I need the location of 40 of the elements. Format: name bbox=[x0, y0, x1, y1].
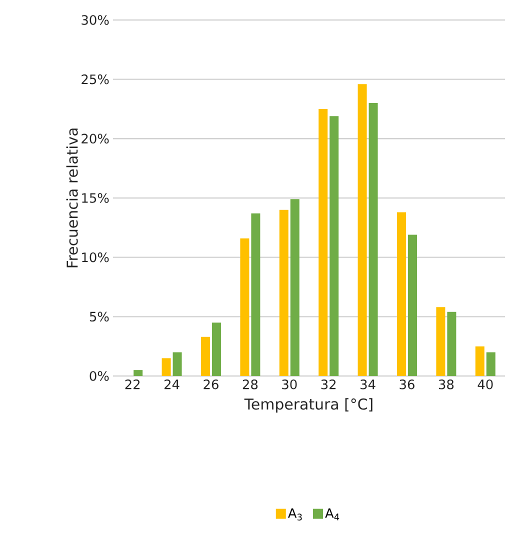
y-tick-label: 25% bbox=[82, 74, 109, 84]
y-tick-label: 20% bbox=[82, 134, 109, 144]
x-tick-label: 36 bbox=[400, 380, 414, 390]
bar bbox=[475, 346, 484, 376]
bar bbox=[408, 234, 417, 376]
bar bbox=[330, 116, 339, 376]
y-tick-label: 0% bbox=[90, 371, 109, 381]
x-tick-label: 38 bbox=[438, 380, 454, 390]
bar bbox=[240, 238, 250, 376]
x-tick-label: 24 bbox=[164, 380, 180, 390]
bar bbox=[486, 352, 496, 376]
bar bbox=[358, 84, 367, 376]
x-tick-label: 28 bbox=[242, 380, 258, 390]
bar bbox=[436, 307, 446, 376]
bar bbox=[279, 210, 288, 376]
y-tick-label: 10% bbox=[82, 252, 109, 262]
bar bbox=[290, 199, 300, 376]
bar bbox=[162, 358, 171, 376]
y-tick-label: 30% bbox=[82, 15, 109, 25]
bar bbox=[212, 322, 221, 376]
bar bbox=[172, 352, 182, 376]
bar bbox=[368, 103, 378, 376]
x-tick-label: 22 bbox=[125, 380, 140, 390]
legend-label: A$_{4}$ bbox=[325, 508, 340, 520]
legend-label: A$_{3}$ bbox=[288, 508, 302, 521]
y-tick-label: 15% bbox=[82, 193, 109, 203]
y-axis-title: Frecuencia relativa bbox=[66, 128, 78, 268]
x-tick-label: 34 bbox=[360, 380, 376, 390]
bar bbox=[201, 336, 210, 376]
x-tick-label: 26 bbox=[204, 380, 218, 390]
bar bbox=[251, 213, 260, 376]
x-tick-label: 40 bbox=[478, 380, 493, 390]
bar bbox=[134, 370, 143, 376]
bar bbox=[447, 312, 456, 376]
y-tick-label: 5% bbox=[90, 312, 109, 322]
bar bbox=[318, 108, 328, 376]
bar bbox=[397, 212, 406, 376]
x-axis-title: Temperatura [°C] bbox=[244, 398, 372, 413]
x-tick-label: 32 bbox=[321, 380, 336, 390]
x-tick-label: 30 bbox=[282, 380, 297, 390]
